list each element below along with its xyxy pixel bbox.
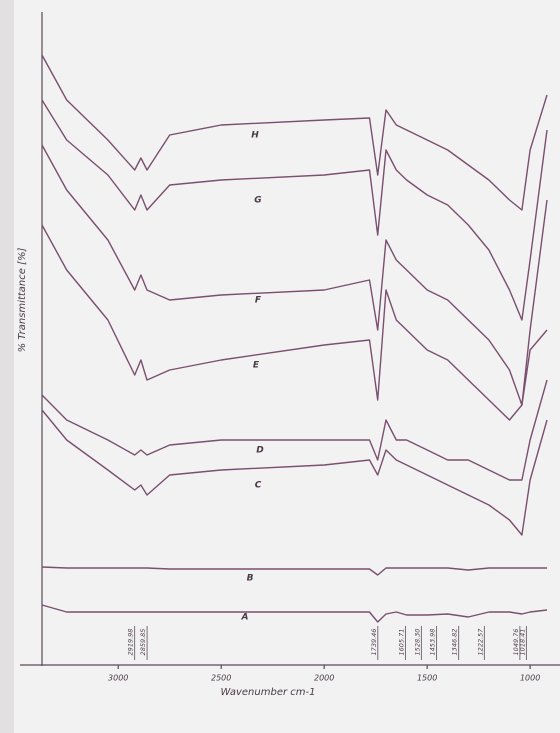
curve-label: G — [254, 196, 261, 206]
spectrum-line — [42, 410, 547, 535]
peak-label: 1739.46 — [370, 629, 378, 656]
spectrum-line — [42, 145, 547, 405]
peak-label: 1453.98 — [429, 629, 437, 656]
x-tick-label: 1500 — [417, 674, 437, 683]
x-tick-label: 2500 — [211, 674, 231, 683]
curve-label: H — [251, 131, 259, 141]
spectrum-line — [42, 100, 547, 320]
peak-label: 1018.41 — [518, 629, 526, 656]
peak-label: 2919.98 — [127, 629, 135, 656]
peak-label: 1528.30 — [413, 629, 421, 656]
x-tick-label: 2000 — [314, 674, 334, 683]
y-axis-label: % Transmittance [%] — [17, 248, 28, 353]
curve-label: C — [255, 481, 262, 491]
peak-label: 1605.71 — [397, 629, 405, 656]
spectrum-line — [42, 567, 547, 575]
chart: Wavenumber cm-1 % Transmittance [%] 3000… — [0, 0, 560, 733]
curve-label: E — [253, 361, 260, 371]
x-tick-label: 3000 — [108, 674, 128, 683]
peak-label: 2859.85 — [139, 629, 147, 656]
page-edge — [0, 0, 14, 733]
peak-label: 1222.57 — [476, 628, 484, 656]
curve-label: D — [256, 446, 264, 456]
curve-label: A — [241, 613, 249, 623]
curve-label: B — [247, 574, 254, 584]
spectrum-line — [42, 605, 547, 622]
curve-label: F — [255, 296, 262, 306]
x-tick-label: 1000 — [520, 674, 540, 683]
spectrum-line — [42, 380, 547, 480]
peak-label: 1346.82 — [451, 629, 459, 656]
x-axis-label: Wavenumber cm-1 — [221, 687, 316, 698]
